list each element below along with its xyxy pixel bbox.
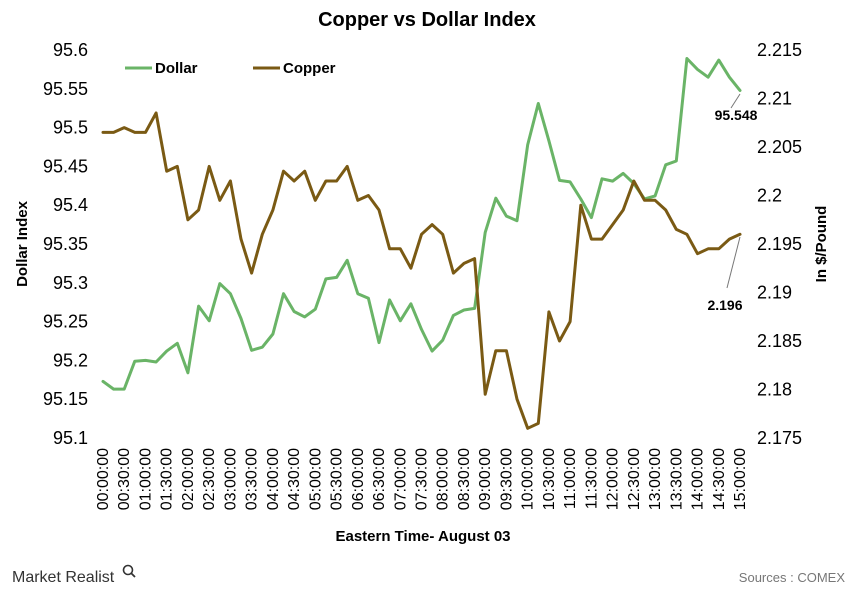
x-tick-label: 14:30:00 [711,448,728,510]
x-tick-label: 09:00:00 [477,448,494,510]
right-y-tick-label: 2.195 [757,234,802,254]
dollar-annotation-leader [730,93,741,109]
right-y-tick-label: 2.18 [757,380,792,400]
legend: Dollar Copper [125,60,336,77]
left-y-axis: 95.1 95.15 95.2 95.25 95.3 95.35 95.4 95.45 95.5… [43,40,88,448]
right-y-axis: 2.175 2.18 2.185 2.19 2.195 2.2 2.205 2.21 2.215 [757,40,802,448]
x-tick-label: 08:30:00 [456,448,473,510]
x-tick-label: 12:30:00 [626,448,643,510]
x-tick-label: 11:00:00 [562,448,579,509]
x-tick-label: 04:00:00 [265,448,282,510]
x-tick-label: 14:00:00 [690,448,707,510]
x-tick-label: 09:30:00 [498,448,515,510]
x-tick-label: 13:00:00 [647,448,664,510]
series-lines [101,57,742,430]
right-y-tick-label: 2.2 [757,186,782,206]
right-y-tick-label: 2.19 [757,283,792,303]
x-tick-label: 07:30:00 [414,448,431,510]
left-y-tick-label: 95.2 [53,350,88,370]
x-tick-label: 02:00:00 [180,448,197,510]
left-y-tick-label: 95.15 [43,389,88,409]
x-tick-label: 05:30:00 [329,448,346,510]
right-y-tick-label: 2.21 [757,89,792,109]
legend-dollar-label: Dollar [155,60,198,77]
series-line-dollar [101,57,742,391]
x-tick-label: 00:00:00 [95,448,112,510]
source-text: Sources : COMEX [739,570,846,585]
left-y-tick-label: 95.4 [53,195,88,215]
left-y-tick-label: 95.3 [53,273,88,293]
x-tick-label: 07:00:00 [392,448,409,510]
left-y-tick-label: 95.1 [53,428,88,448]
left-y-tick-label: 95.25 [43,312,88,332]
right-y-tick-label: 2.205 [757,137,802,157]
copper-last-value-label: 2.196 [707,297,742,313]
x-tick-label: 04:30:00 [286,448,303,510]
dollar-last-value-label: 95.548 [715,107,758,123]
x-axis: 00:00:00 00:30:00 01:00:00 01:30:00 02:00:00… [95,448,749,510]
x-tick-label: 06:30:00 [371,448,388,510]
left-y-tick-label: 95.35 [43,234,88,254]
x-tick-label: 05:00:00 [307,448,324,510]
left-y-tick-label: 95.5 [53,118,88,138]
series-line-copper [101,111,742,430]
x-tick-label: 06:00:00 [350,448,367,510]
x-tick-label: 12:00:00 [605,448,622,510]
x-tick-label: 02:30:00 [201,448,218,510]
x-tick-label: 03:00:00 [222,448,239,510]
legend-copper-label: Copper [283,60,336,77]
x-tick-label: 00:30:00 [116,448,133,510]
magnifier-icon [122,564,136,578]
x-tick-label: 08:00:00 [435,448,452,510]
right-y-tick-label: 2.175 [757,428,802,448]
x-tick-label: 01:00:00 [137,448,154,510]
x-tick-label: 15:00:00 [732,448,749,510]
copper-annotation-leader [726,236,741,289]
left-y-tick-label: 95.45 [43,156,88,176]
annotations: 95.548 2.196 [707,93,758,313]
x-tick-label: 10:00:00 [520,448,537,510]
x-tick-label: 01:30:00 [159,448,176,510]
left-y-tick-label: 95.55 [43,79,88,99]
right-y-tick-label: 2.215 [757,40,802,60]
chart-title: Copper vs Dollar Index [318,9,536,31]
right-y-tick-label: 2.185 [757,331,802,351]
left-y-axis-label: Dollar Index [14,200,31,287]
logo: Market Realist [12,564,136,586]
logo-text: Market Realist [12,569,115,586]
right-y-axis-label: In $/Pound [813,206,830,283]
x-axis-label: Eastern Time- August 03 [335,528,510,545]
x-tick-label: 10:30:00 [541,448,558,510]
x-tick-label: 11:30:00 [583,448,600,509]
left-y-tick-label: 95.6 [53,40,88,60]
x-tick-label: 13:30:00 [668,448,685,510]
x-tick-label: 03:30:00 [244,448,261,510]
